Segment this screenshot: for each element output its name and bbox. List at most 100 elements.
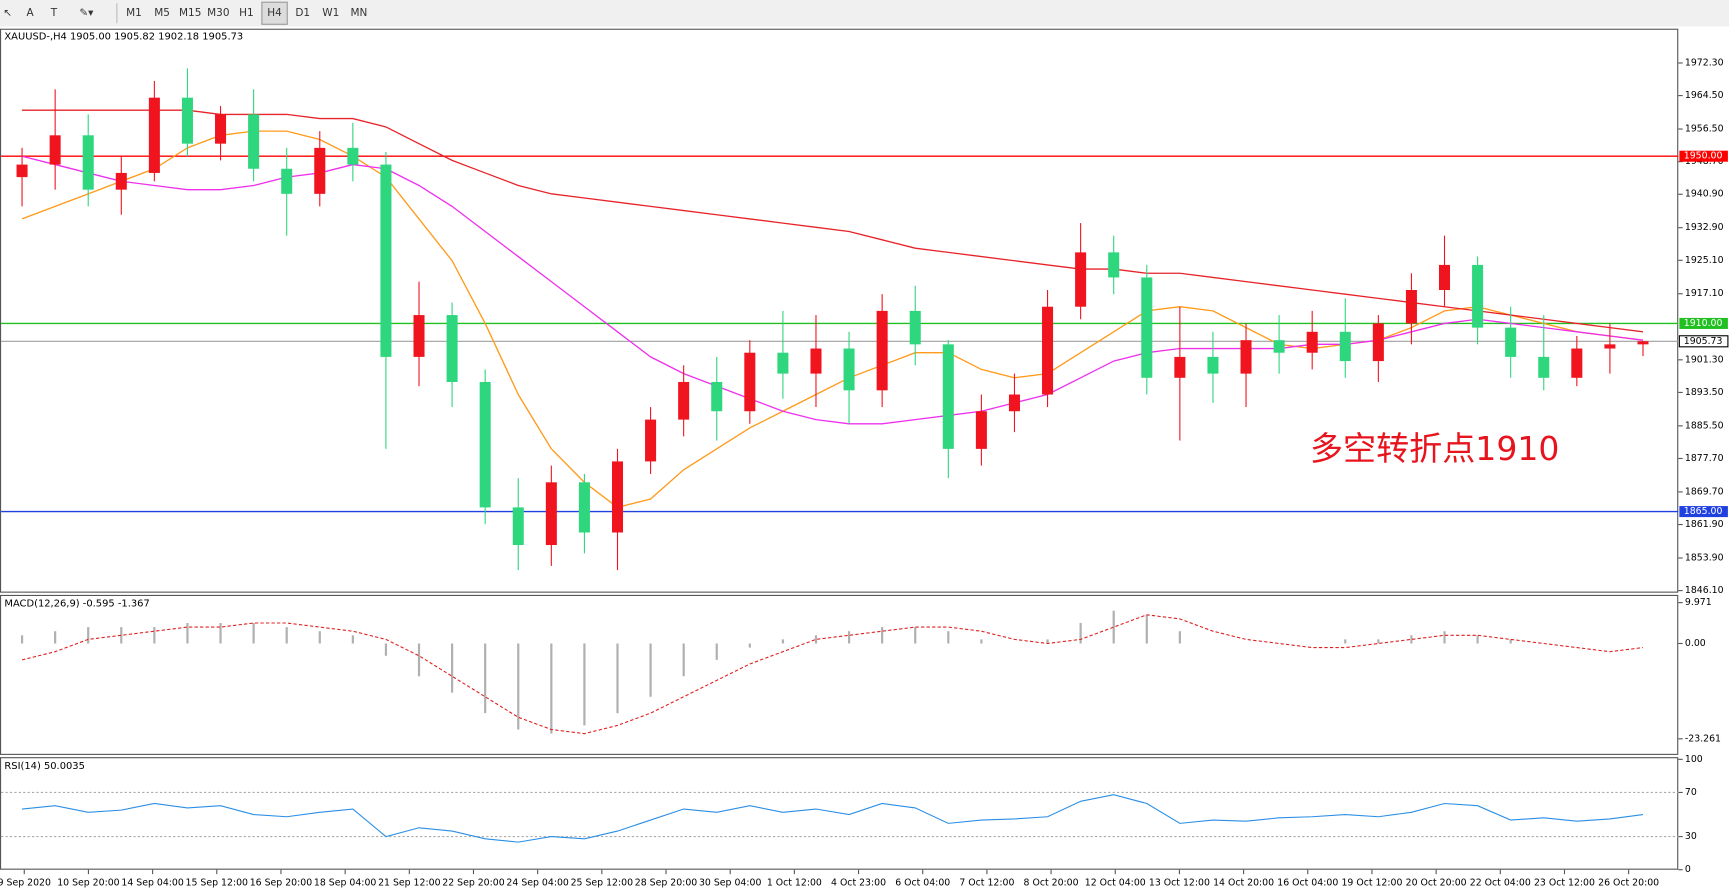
candle-body (347, 147, 359, 165)
x-tick-label: 24 Sep 04:00 (506, 877, 568, 888)
candle-body (578, 482, 590, 533)
timeframe-label[interactable]: M5 (154, 7, 170, 19)
candle-body (1042, 306, 1054, 395)
candle-body (678, 381, 690, 420)
candle-body (1438, 264, 1451, 290)
timeframe-label[interactable]: H4 (267, 7, 282, 19)
y-tick-label: 1901.30 (1685, 354, 1724, 365)
y-tick-label: 0 (1685, 864, 1691, 875)
candle-body (744, 352, 756, 412)
y-tick-label: -23.261 (1685, 733, 1721, 744)
candle-body (1207, 356, 1219, 374)
candle-body (545, 482, 557, 546)
x-tick-label: 14 Sep 04:00 (121, 877, 183, 888)
candle-body (479, 381, 491, 508)
level-tag-label: 1910.00 (1684, 318, 1723, 329)
candle-body (975, 411, 987, 449)
timeframe-label[interactable]: H1 (239, 7, 254, 19)
candle-body (148, 97, 160, 173)
candle-body (645, 419, 657, 462)
cursor-icon[interactable]: ↖ (3, 7, 12, 19)
y-tick-label: 1932.90 (1685, 222, 1724, 233)
moving-average (22, 109, 1644, 333)
level-tag (1679, 150, 1728, 162)
candle-body (1405, 289, 1417, 324)
candle-body (248, 114, 260, 169)
level-tag (1679, 317, 1728, 329)
x-tick-label: 28 Sep 20:00 (635, 877, 697, 888)
x-tick-label: 6 Oct 04:00 (895, 877, 950, 888)
timeframe-label[interactable]: M30 (207, 7, 229, 19)
candle-body (777, 352, 789, 374)
candle-body (413, 315, 425, 357)
candle-body (16, 164, 28, 178)
timeframe-label[interactable]: D1 (295, 7, 310, 19)
y-tick-label: 1869.70 (1685, 486, 1724, 497)
x-tick-label: 4 Oct 23:00 (831, 877, 886, 888)
candle-body (909, 310, 921, 345)
x-tick-label: 26 Oct 20:00 (1598, 877, 1659, 888)
candle-body (1273, 340, 1285, 353)
last-price-tag (1678, 335, 1729, 348)
x-tick-label: 18 Sep 04:00 (314, 877, 376, 888)
y-tick-label: 70 (1685, 787, 1697, 798)
x-tick-label: 20 Oct 20:00 (1406, 877, 1467, 888)
annotation: 多空转折点1910 (1310, 429, 1559, 468)
y-tick-label: 1917.10 (1685, 288, 1724, 299)
candle-body (1604, 344, 1616, 349)
candle-body (1538, 356, 1550, 378)
candle-body (942, 344, 954, 449)
timeframe-button[interactable] (261, 1, 288, 25)
label-icon[interactable]: T (50, 7, 58, 19)
y-tick-label: 1964.50 (1685, 90, 1724, 101)
candle-body (711, 381, 723, 412)
timeframe-label[interactable]: M1 (126, 7, 142, 19)
x-tick-label: 12 Oct 04:00 (1085, 877, 1146, 888)
y-tick-label: 1885.50 (1685, 420, 1724, 431)
candle-body (512, 507, 524, 546)
timeframe-label[interactable]: M15 (179, 7, 201, 19)
x-tick-label: 9 Sep 2020 (0, 877, 51, 888)
candle-body (215, 114, 227, 144)
y-tick-label: 1956.50 (1685, 124, 1724, 135)
shapes-icon[interactable]: ✎▾ (79, 7, 94, 19)
timeframe-label[interactable]: MN (350, 7, 367, 19)
x-tick-label: 15 Sep 12:00 (186, 877, 248, 888)
y-tick-label: 1846.10 (1685, 585, 1724, 596)
candle-body (1141, 277, 1153, 378)
y-tick-label: 0.00 (1685, 638, 1706, 649)
rsi-title: RSI(14) 50.0035 (4, 761, 85, 772)
y-tick-label: 1853.90 (1685, 552, 1724, 563)
candle-body (611, 461, 624, 533)
x-tick-label: 21 Sep 12:00 (378, 877, 440, 888)
rsi-line (21, 794, 1644, 843)
macd-panel (0, 594, 1679, 755)
y-tick-label: 1972.30 (1685, 57, 1724, 68)
x-tick-label: 23 Oct 12:00 (1534, 877, 1595, 888)
timeframe-buttons: M1 M5 M15 M30 H1 H4 D1 W1 MN (126, 1, 367, 25)
y-tick-label: 1877.70 (1685, 453, 1724, 464)
candle-body (1306, 331, 1318, 353)
y-tick-label: 1893.50 (1685, 387, 1724, 398)
candle-body (380, 164, 392, 357)
candle-body (49, 135, 61, 165)
candle-body (1108, 252, 1120, 278)
level-tag-label: 1950.00 (1684, 151, 1723, 162)
candle-body (1240, 340, 1252, 374)
plot: 1972.301964.501956.501948.701940.901932.… (0, 57, 1729, 888)
timeframe-label[interactable]: W1 (322, 7, 339, 19)
x-tick-label: 8 Oct 20:00 (1024, 877, 1079, 888)
level-tag (1679, 506, 1728, 518)
candle-body (1637, 341, 1649, 345)
candle-body (1372, 323, 1384, 362)
candle-body (1174, 356, 1186, 378)
text-icon[interactable]: A (26, 7, 34, 19)
candle-body (843, 348, 855, 391)
y-tick-label: 30 (1685, 831, 1697, 842)
x-tick-label: 10 Sep 20:00 (57, 877, 119, 888)
candle-body (281, 168, 293, 194)
x-tick-label: 13 Oct 12:00 (1149, 877, 1210, 888)
candle-body (876, 310, 888, 391)
